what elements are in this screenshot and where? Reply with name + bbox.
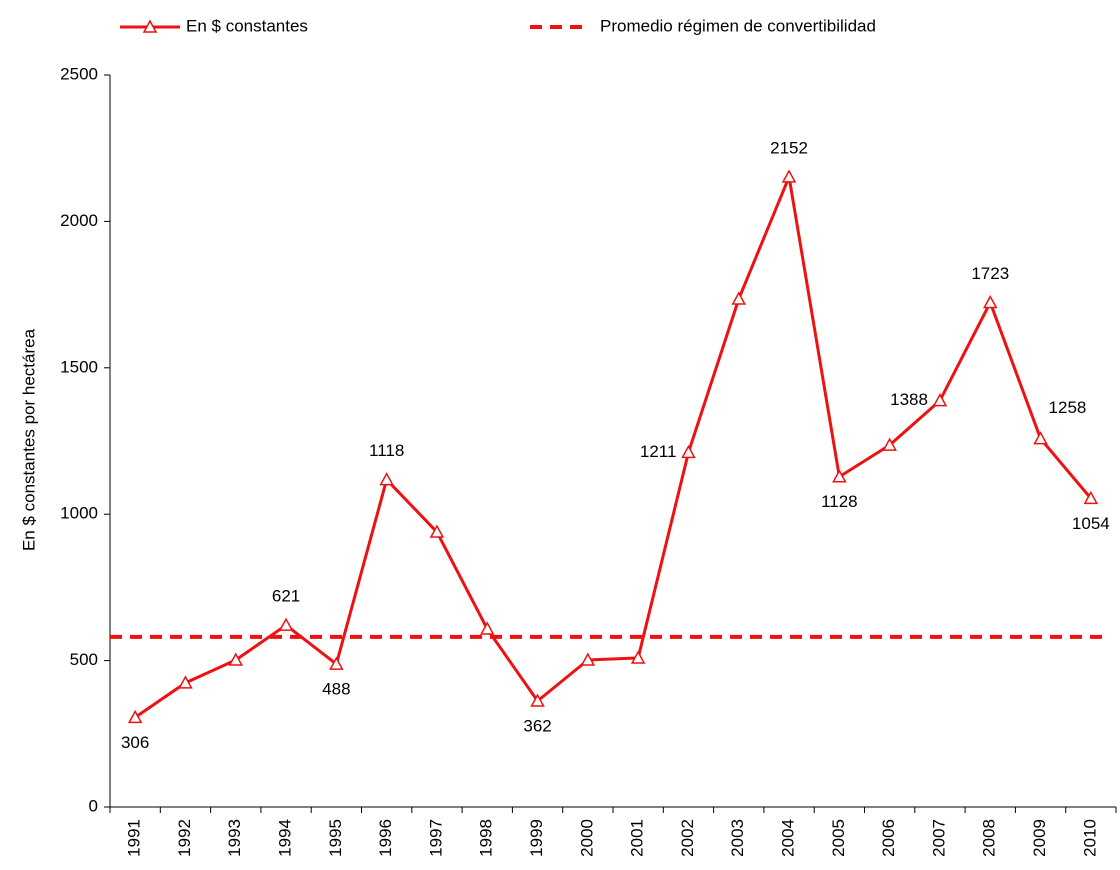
data-label: 1211 xyxy=(640,442,677,461)
x-tick-label: 1992 xyxy=(175,819,194,857)
point-marker xyxy=(1083,490,1099,505)
x-tick-label: 2001 xyxy=(628,819,647,857)
point-marker xyxy=(228,652,244,666)
point-marker xyxy=(630,650,646,664)
x-tick-label: 1995 xyxy=(326,819,345,857)
y-tick-label: 1500 xyxy=(60,357,98,376)
x-tick-label: 1993 xyxy=(225,819,244,857)
x-tick-label: 1999 xyxy=(527,819,546,857)
x-tick-label: 2004 xyxy=(779,819,798,857)
point-marker xyxy=(982,294,998,309)
point-marker xyxy=(1033,431,1048,445)
point-marker xyxy=(882,437,897,451)
data-label: 1723 xyxy=(971,264,1009,283)
y-tick-label: 2000 xyxy=(60,211,98,230)
point-marker xyxy=(329,656,344,670)
x-tick-label: 2008 xyxy=(980,819,999,857)
point-marker xyxy=(479,621,495,635)
data-label: 2152 xyxy=(770,138,808,157)
y-axis-label: En $ constantes por hectárea xyxy=(19,328,38,551)
point-marker xyxy=(178,675,193,689)
y-tick-label: 0 xyxy=(89,796,98,815)
data-label: 488 xyxy=(322,680,350,699)
y-tick-label: 2500 xyxy=(60,64,98,83)
x-tick-label: 2007 xyxy=(929,819,948,857)
y-tick-label: 1000 xyxy=(60,504,98,523)
x-tick-label: 2000 xyxy=(577,819,596,857)
data-label: 306 xyxy=(121,733,149,752)
point-marker xyxy=(781,169,797,183)
legend-label: Promedio régimen de convertibilidad xyxy=(600,16,876,35)
x-tick-label: 2003 xyxy=(728,819,747,857)
data-label: 1128 xyxy=(821,492,858,511)
point-marker xyxy=(932,393,948,407)
legend-label: En $ constantes xyxy=(186,16,308,35)
data-label: 362 xyxy=(523,716,551,735)
point-marker xyxy=(731,291,747,305)
x-tick-label: 2009 xyxy=(1030,819,1049,857)
point-marker xyxy=(832,469,847,483)
x-tick-label: 1998 xyxy=(477,819,496,857)
x-tick-label: 1996 xyxy=(376,819,395,857)
point-marker xyxy=(530,693,545,707)
point-marker xyxy=(429,524,445,538)
x-tick-label: 1994 xyxy=(276,819,295,857)
data-label: 621 xyxy=(272,587,300,606)
data-label: 1118 xyxy=(369,441,404,460)
x-tick-label: 1997 xyxy=(426,819,445,857)
point-marker xyxy=(379,472,394,486)
x-tick-label: 2002 xyxy=(678,819,697,857)
series-line xyxy=(134,175,1092,719)
data-label: 1054 xyxy=(1072,514,1110,533)
legend-marker xyxy=(142,19,158,33)
point-marker xyxy=(278,617,294,631)
x-tick-label: 2010 xyxy=(1080,819,1099,857)
x-tick-label: 2005 xyxy=(829,819,848,857)
point-marker xyxy=(580,652,596,666)
x-tick-label: 1991 xyxy=(125,819,144,857)
x-tick-label: 2006 xyxy=(879,819,898,857)
data-label: 1258 xyxy=(1049,398,1087,417)
point-marker xyxy=(127,709,143,724)
point-marker xyxy=(681,444,696,459)
data-label: 1388 xyxy=(890,390,928,409)
y-tick-label: 500 xyxy=(70,650,98,669)
